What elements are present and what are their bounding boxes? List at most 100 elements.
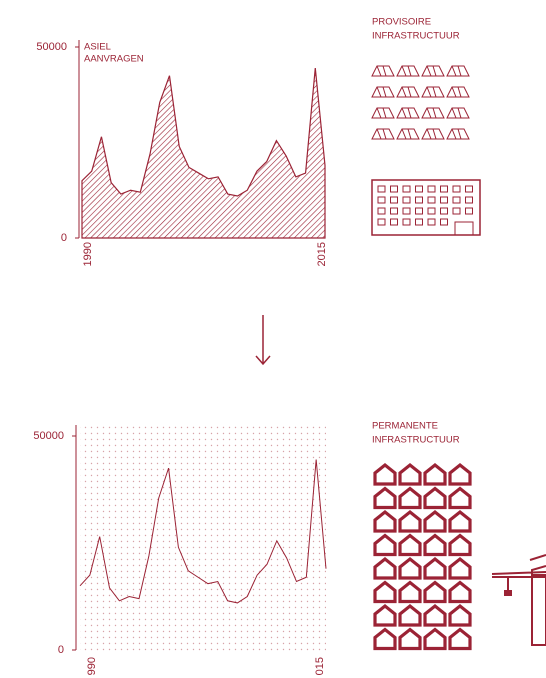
house-icon (448, 533, 472, 557)
x-tick-label: 990 (86, 657, 98, 675)
chart-label: AANVRAGEN (84, 54, 144, 65)
window-icon (377, 196, 386, 204)
crane-block (504, 590, 512, 596)
house-icon (423, 533, 447, 557)
building-icon (371, 179, 481, 236)
tent-icon (371, 128, 395, 140)
house-icon (423, 627, 447, 651)
caption: PERMANENTE (372, 421, 438, 432)
window-icon (427, 207, 436, 215)
window-icon (427, 196, 436, 204)
window-icon (377, 185, 386, 193)
chart-label: ASIEL (84, 42, 111, 53)
tent-icon (371, 107, 395, 119)
house-icon (373, 556, 397, 580)
tent-icon (421, 107, 445, 119)
house-icon (423, 486, 447, 510)
window-icon (452, 185, 461, 193)
tent-icon (396, 65, 420, 77)
window-icon (390, 207, 398, 215)
tent-icon (396, 107, 420, 119)
y-tick-label: 50000 (33, 430, 64, 442)
window-icon (415, 196, 423, 204)
window-icon (452, 196, 461, 204)
crane-icon (491, 554, 546, 646)
window-icon (440, 207, 448, 215)
house-icon (373, 533, 397, 557)
house-icon (373, 486, 397, 510)
icons (371, 65, 546, 651)
house-icon (448, 556, 472, 580)
caption: PROVISOIRE (372, 17, 431, 28)
house-icon (398, 533, 422, 557)
window-icon (465, 196, 473, 204)
window-icon (402, 218, 411, 226)
x-tick-label: 015 (314, 657, 326, 675)
window-icon (390, 218, 398, 226)
window-icon (390, 196, 398, 204)
window-icon (415, 207, 423, 215)
house-icon (423, 603, 447, 627)
x-tick-label: 2015 (316, 242, 328, 266)
window-icon (440, 196, 448, 204)
tent-icon (446, 128, 470, 140)
window-icon (377, 207, 386, 215)
tent-icon (421, 86, 445, 98)
line (79, 459, 327, 604)
x-tick-label: 1990 (82, 242, 94, 266)
window-icon (402, 185, 411, 193)
house-icon (373, 462, 397, 486)
house-icon (398, 486, 422, 510)
window-icon (402, 196, 411, 204)
crane-tower (531, 574, 546, 646)
window-icon (440, 218, 448, 226)
window-icon (465, 185, 473, 193)
house-icon (398, 509, 422, 533)
y-tick-label: 0 (58, 644, 64, 656)
window-icon (402, 207, 411, 215)
window-icon (452, 207, 461, 215)
tent-icon (371, 65, 395, 77)
tent-icon (371, 86, 395, 98)
door-icon (454, 221, 474, 236)
house-icon (448, 509, 472, 533)
caption: INFRASTRUCTUUR (372, 435, 460, 446)
tent-icon (396, 128, 420, 140)
house-icon (398, 462, 422, 486)
y-tick-label: 0 (61, 232, 67, 244)
tent-icon (421, 128, 445, 140)
arrow (255, 315, 271, 366)
house-icon (423, 580, 447, 604)
tent-icon (446, 86, 470, 98)
house-icon (373, 627, 397, 651)
window-icon (465, 207, 473, 215)
tent-icon (421, 65, 445, 77)
house-icon (398, 556, 422, 580)
house-icon (373, 580, 397, 604)
house-icon (398, 603, 422, 627)
house-icon (373, 603, 397, 627)
window-icon (377, 218, 386, 226)
house-icon (398, 580, 422, 604)
house-icon (448, 627, 472, 651)
window-icon (427, 218, 436, 226)
window-icon (440, 185, 448, 193)
house-icon (423, 509, 447, 533)
house-icon (448, 462, 472, 486)
window-icon (390, 185, 398, 193)
area (81, 67, 326, 239)
caption: INFRASTRUCTUUR (372, 31, 460, 42)
house-icon (423, 556, 447, 580)
tent-icon (446, 65, 470, 77)
house-icon (398, 627, 422, 651)
house-icon (373, 509, 397, 533)
y-tick-label: 50000 (36, 41, 67, 53)
window-icon (427, 185, 436, 193)
tent-icon (396, 86, 420, 98)
window-icon (415, 185, 423, 193)
house-icon (448, 580, 472, 604)
dotted-background (80, 425, 326, 652)
tent-icon (446, 107, 470, 119)
house-icon (448, 486, 472, 510)
house-icon (448, 603, 472, 627)
